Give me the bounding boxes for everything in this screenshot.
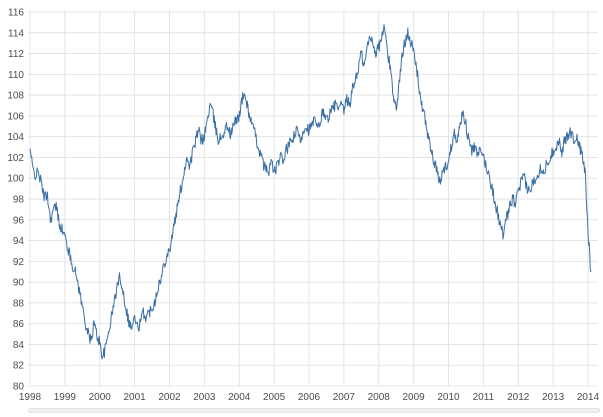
x-axis-label: 2000 (89, 392, 112, 403)
x-axis-label: 2003 (193, 392, 216, 403)
x-axis-label: 2002 (158, 392, 181, 403)
horizontal-scrollbar[interactable] (28, 408, 600, 413)
data-series-line (29, 24, 592, 360)
y-axis-label: 106 (7, 111, 24, 122)
x-axis-label: 2011 (473, 392, 495, 403)
x-axis-label: 2012 (507, 392, 530, 403)
chart-canvas: 80 82 84 86 88 90 92 94 96 98 100 102 104 106 108 110 11… (7, 8, 600, 404)
y-axis-label: 92 (13, 257, 25, 268)
x-axis-label: 2014 (577, 392, 600, 403)
y-axis-label: 108 (7, 91, 24, 102)
y-axis-label: 102 (7, 153, 24, 164)
y-axis-label: 104 (7, 132, 24, 143)
x-axis-label: 2001 (124, 392, 147, 403)
x-axis-label: 1999 (54, 392, 77, 403)
x-axis-label: 2004 (228, 392, 251, 403)
y-axis-label: 80 (13, 382, 25, 393)
x-axis-label: 2009 (403, 392, 426, 403)
y-axis-label: 82 (13, 361, 25, 372)
y-axis-label: 116 (8, 8, 24, 19)
y-axis-label: 98 (13, 195, 25, 206)
y-axis-label: 90 (13, 278, 25, 289)
y-axis-label: 112 (8, 49, 24, 60)
y-axis-label: 94 (13, 236, 25, 247)
y-axis-label: 114 (8, 28, 24, 39)
gridlines (28, 10, 598, 387)
x-axis-label: 1998 (19, 392, 42, 403)
x-axis-label: 2007 (333, 392, 356, 403)
y-axis-label: 110 (8, 70, 24, 81)
x-axis-label: 2008 (368, 392, 391, 403)
y-axis-label: 96 (13, 215, 25, 226)
x-axis-label: 2010 (437, 392, 460, 403)
x-axis-label: 2006 (298, 392, 321, 403)
y-axis-label: 88 (13, 298, 25, 309)
x-axis-label: 2013 (542, 392, 565, 403)
y-axis-label: 100 (7, 174, 24, 185)
x-axis-label: 2005 (263, 392, 286, 403)
y-axis-label: 84 (13, 340, 25, 351)
y-axis-label: 86 (13, 319, 25, 330)
